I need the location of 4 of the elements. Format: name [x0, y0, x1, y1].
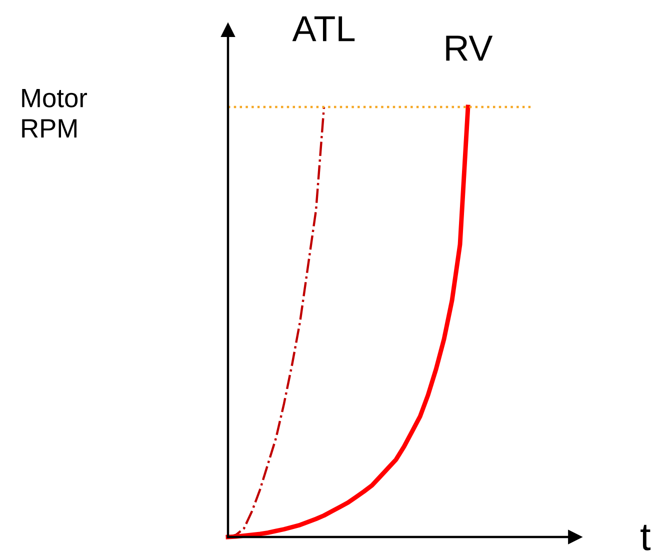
- x-axis-title: t: [640, 524, 651, 550]
- text: Motor RPM: [22, 88, 88, 138]
- text: ATL: [292, 16, 355, 42]
- series-label: RV: [446, 36, 493, 61]
